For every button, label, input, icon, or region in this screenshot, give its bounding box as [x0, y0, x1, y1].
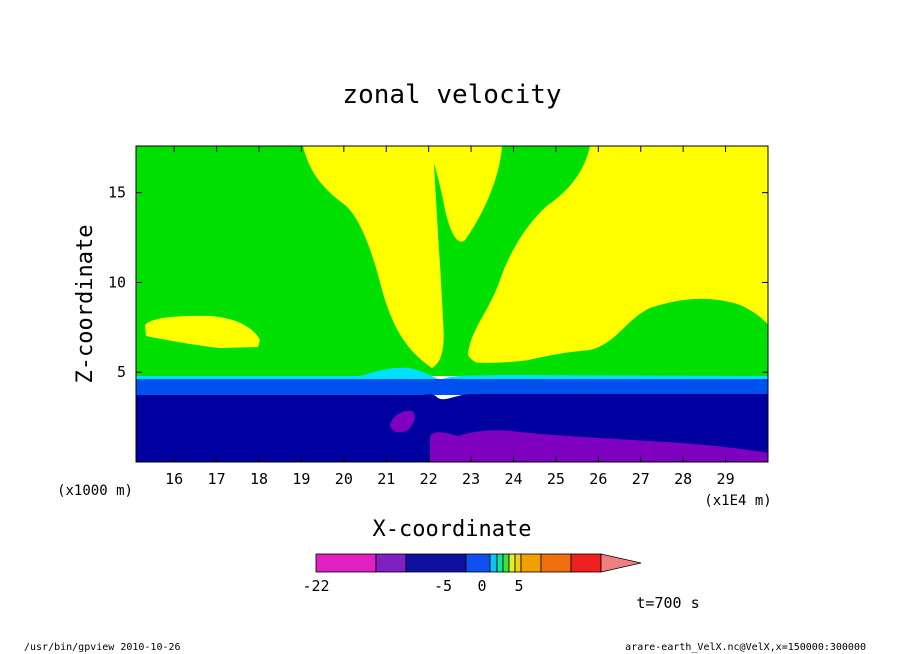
y-unit-label: (x1000 m) [57, 483, 133, 499]
colorbar-segment [489, 553, 498, 573]
x-unit-label: (x1E4 m) [704, 493, 771, 509]
y-tick-label: 5 [117, 363, 126, 381]
colorbar-segment [375, 553, 407, 573]
x-tick-label: 26 [589, 470, 607, 488]
contour-region-purple [430, 430, 768, 462]
x-tick-label: 20 [335, 470, 353, 488]
x-tick-label: 24 [504, 470, 522, 488]
colorbar-tick-label: -22 [302, 577, 329, 595]
x-axis-ticks: 16 17 18 19 20 21 22 23 24 25 26 27 28 29 [165, 146, 735, 488]
x-tick-label: 21 [377, 470, 395, 488]
x-tick-label: 23 [462, 470, 480, 488]
plot-frame [135, 145, 769, 463]
colorbar-segment [502, 553, 510, 573]
x-tick-label: 25 [547, 470, 565, 488]
colorbar-tick-label: -5 [434, 577, 452, 595]
contour-region-blue [136, 379, 768, 395]
colorbar-segment [315, 553, 377, 573]
time-annotation: t=700 s [636, 594, 699, 612]
chart-title: zonal velocity [342, 80, 561, 110]
x-tick-label: 18 [250, 470, 268, 488]
contour-region-cyan [136, 367, 768, 380]
y-tick-label: 10 [108, 273, 126, 291]
x-tick-label: 17 [208, 470, 226, 488]
colorbar-arrow [600, 553, 642, 573]
colorbar-segment [465, 553, 491, 573]
x-tick-label: 22 [420, 470, 438, 488]
colorbar-segment [508, 553, 516, 573]
colorbar [315, 553, 642, 573]
colorbar-tick-label: 5 [514, 577, 523, 595]
y-axis-ticks: 5 10 15 [108, 184, 768, 381]
colorbar-tick-label: 0 [477, 577, 486, 595]
plot-area [135, 145, 769, 463]
colorbar-segment [496, 553, 504, 573]
contour-region-yellow-plume-left [303, 146, 444, 368]
footer-left: /usr/bin/gpview 2010-10-26 [24, 642, 181, 653]
colorbar-segment [540, 553, 572, 573]
y-tick-label: 15 [108, 184, 126, 202]
x-tick-label: 29 [717, 470, 735, 488]
colorbar-segment [570, 553, 602, 573]
colorbar-segment [520, 553, 542, 573]
x-tick-label: 16 [165, 470, 183, 488]
x-axis-label: X-coordinate [373, 517, 532, 542]
x-tick-label: 28 [674, 470, 692, 488]
colorbar-segment [514, 553, 522, 573]
contour-region-yellow-plume [303, 146, 768, 366]
contour-region-yellow-blob [145, 315, 260, 348]
x-tick-label: 27 [632, 470, 650, 488]
x-tick-label: 19 [292, 470, 310, 488]
footer-right: arare-earth_VelX.nc@VelX,x=150000:300000 [625, 642, 866, 653]
y-axis-label: Z-coordinate [73, 225, 98, 384]
contour-region-purple-blob [390, 410, 415, 433]
colorbar-segment [405, 553, 467, 573]
colorbar-tick-labels: -22 -5 0 5 [302, 577, 523, 595]
contour-region-green-right [460, 298, 768, 376]
